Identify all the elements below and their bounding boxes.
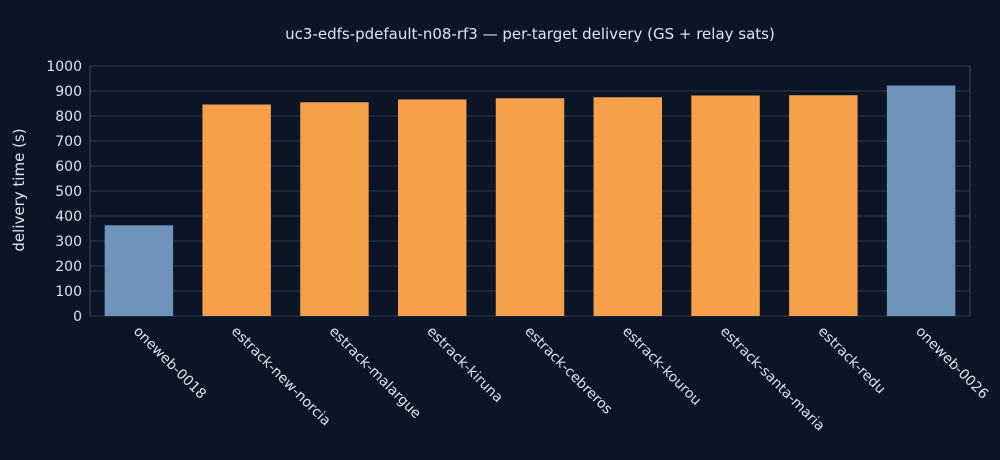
y-tick-label: 800 xyxy=(55,109,82,125)
y-tick-label: 200 xyxy=(55,259,82,275)
bar-oneweb-0026 xyxy=(886,85,956,316)
bars xyxy=(104,85,956,316)
y-tick-label: 1000 xyxy=(46,59,82,75)
y-tick-label: 700 xyxy=(55,134,82,150)
y-tick-label: 900 xyxy=(55,84,82,100)
x-tick-label: estrack-redu xyxy=(815,324,889,398)
x-tick-label: estrack-malargue xyxy=(326,324,424,422)
y-tick-label: 300 xyxy=(55,234,82,250)
bar-oneweb-0018 xyxy=(104,225,174,316)
y-tick-label: 600 xyxy=(55,159,82,175)
bar-estrack-malargue xyxy=(300,102,369,316)
x-tick-label: estrack-kourou xyxy=(619,324,704,409)
bar-estrack-redu xyxy=(789,95,858,316)
chart-title: uc3-edfs-pdefault-n08-rf3 — per-target d… xyxy=(285,25,775,43)
y-tick-label: 100 xyxy=(55,284,82,300)
x-tick-label: estrack-new-norcia xyxy=(228,324,334,430)
x-tick-label: estrack-santa-maria xyxy=(717,324,828,435)
x-tick-label: estrack-cebreros xyxy=(521,324,615,418)
y-axis-label: delivery time (s) xyxy=(10,128,28,251)
bar-estrack-kourou xyxy=(593,97,662,316)
x-tick-label: estrack-kiruna xyxy=(423,324,505,406)
y-tick-label: 0 xyxy=(73,309,82,325)
bar-estrack-santa-maria xyxy=(691,95,760,316)
x-tick-label: oneweb-0026 xyxy=(912,324,991,403)
x-tick-label: oneweb-0018 xyxy=(130,324,209,403)
bar-estrack-new-norcia xyxy=(202,104,271,316)
bar-estrack-cebreros xyxy=(495,98,565,316)
y-tick-label: 500 xyxy=(55,184,82,200)
y-tick-label: 400 xyxy=(55,209,82,225)
bar-estrack-kiruna xyxy=(398,99,467,316)
y-axis-ticks: 0 100 200 300 400 500 600 700 800 900 1000 xyxy=(46,59,82,325)
x-axis-ticks: oneweb-0018 estrack-new-norciaestrack-mal… xyxy=(130,324,991,435)
